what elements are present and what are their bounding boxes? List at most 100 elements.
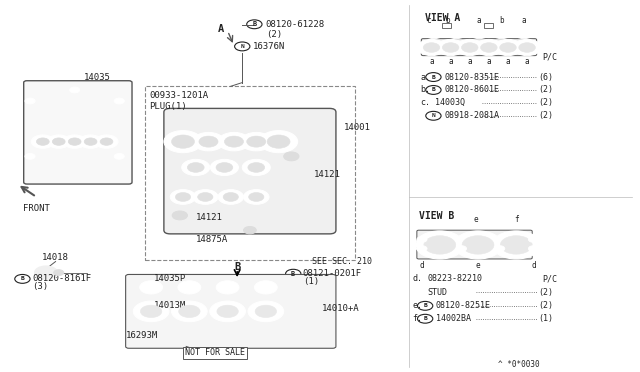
Circle shape — [248, 193, 264, 201]
Text: (2): (2) — [539, 86, 554, 94]
Circle shape — [456, 246, 467, 251]
Circle shape — [68, 138, 81, 145]
Text: b: b — [445, 16, 450, 25]
Circle shape — [100, 138, 113, 145]
Text: d: d — [420, 262, 424, 270]
Circle shape — [182, 159, 210, 176]
Circle shape — [84, 138, 97, 145]
Circle shape — [255, 305, 276, 318]
Text: STUD: STUD — [427, 288, 447, 297]
Circle shape — [241, 132, 272, 151]
Circle shape — [424, 27, 444, 39]
Circle shape — [218, 190, 244, 204]
Text: 00933-1201A: 00933-1201A — [149, 91, 209, 100]
Text: 14013M: 14013M — [154, 301, 187, 310]
Circle shape — [423, 43, 440, 52]
Text: 14001: 14001 — [344, 123, 371, 132]
Circle shape — [70, 87, 80, 93]
Circle shape — [415, 231, 464, 259]
Circle shape — [454, 231, 502, 259]
Text: 16293M: 16293M — [125, 331, 158, 340]
Text: (2): (2) — [539, 288, 554, 297]
Text: SEE SEC. 210: SEE SEC. 210 — [312, 257, 372, 266]
Text: d: d — [531, 262, 536, 270]
Text: (2): (2) — [539, 301, 554, 310]
Circle shape — [114, 98, 124, 104]
Bar — [442, 23, 451, 28]
Circle shape — [424, 236, 456, 254]
Text: B: B — [431, 74, 435, 80]
Text: B: B — [291, 271, 296, 277]
Text: a: a — [477, 16, 482, 25]
Text: 08120-8351E: 08120-8351E — [444, 73, 499, 81]
Circle shape — [254, 281, 277, 294]
Circle shape — [164, 131, 202, 153]
Text: VIEW B: VIEW B — [419, 211, 454, 221]
Circle shape — [52, 138, 65, 145]
Text: (6): (6) — [539, 73, 554, 81]
Text: a: a — [506, 57, 510, 66]
Circle shape — [284, 152, 299, 161]
Text: a: a — [448, 57, 453, 66]
FancyBboxPatch shape — [417, 230, 532, 259]
FancyBboxPatch shape — [24, 81, 132, 184]
Text: a.: a. — [420, 73, 431, 81]
Circle shape — [172, 211, 188, 220]
Text: 14003Q: 14003Q — [435, 98, 465, 108]
Circle shape — [248, 301, 284, 322]
Circle shape — [492, 27, 512, 39]
Circle shape — [25, 98, 35, 104]
Circle shape — [210, 301, 246, 322]
Text: b.: b. — [420, 86, 431, 94]
Text: e.: e. — [412, 301, 422, 310]
Text: d.: d. — [412, 275, 422, 283]
Text: 14121: 14121 — [196, 213, 223, 222]
Text: 14035P: 14035P — [154, 274, 187, 283]
Text: N: N — [431, 113, 435, 118]
Circle shape — [417, 237, 427, 243]
Text: 08120-8601E: 08120-8601E — [444, 86, 499, 94]
Text: 08918-2081A: 08918-2081A — [444, 111, 499, 120]
Text: f: f — [514, 215, 518, 224]
Circle shape — [514, 27, 534, 39]
Circle shape — [31, 135, 54, 148]
Text: a: a — [429, 57, 434, 66]
Text: 08223-82210: 08223-82210 — [427, 275, 482, 283]
Circle shape — [417, 246, 427, 251]
Circle shape — [175, 193, 191, 201]
Circle shape — [500, 236, 532, 254]
Text: 14121: 14121 — [314, 170, 340, 179]
Text: NOT FOR SALE: NOT FOR SALE — [185, 348, 245, 357]
Circle shape — [519, 43, 536, 52]
Circle shape — [54, 270, 64, 276]
Text: (3): (3) — [32, 282, 48, 291]
Circle shape — [170, 190, 196, 204]
Text: N: N — [241, 44, 244, 49]
Text: e: e — [476, 262, 481, 270]
Text: B: B — [20, 276, 24, 281]
Circle shape — [446, 27, 467, 39]
Text: 14018: 14018 — [42, 253, 69, 262]
Text: 08120-8251E: 08120-8251E — [436, 301, 491, 310]
Circle shape — [114, 153, 124, 159]
Circle shape — [218, 132, 250, 151]
Text: c.: c. — [420, 98, 431, 108]
Circle shape — [417, 39, 445, 56]
Circle shape — [179, 305, 200, 318]
Text: VIEW A: VIEW A — [425, 13, 460, 23]
Circle shape — [193, 190, 218, 204]
Circle shape — [436, 39, 465, 56]
Text: b: b — [499, 16, 504, 25]
Circle shape — [529, 237, 539, 243]
Text: (1): (1) — [303, 278, 319, 286]
Circle shape — [475, 39, 503, 56]
Text: a: a — [522, 16, 526, 25]
Bar — [484, 23, 493, 28]
Text: ^ *0*0030: ^ *0*0030 — [499, 360, 540, 369]
Circle shape — [243, 159, 270, 176]
Text: (2): (2) — [539, 111, 554, 120]
Circle shape — [259, 131, 298, 153]
Text: P/C: P/C — [541, 275, 557, 283]
Circle shape — [494, 39, 522, 56]
Text: A: A — [218, 24, 225, 34]
